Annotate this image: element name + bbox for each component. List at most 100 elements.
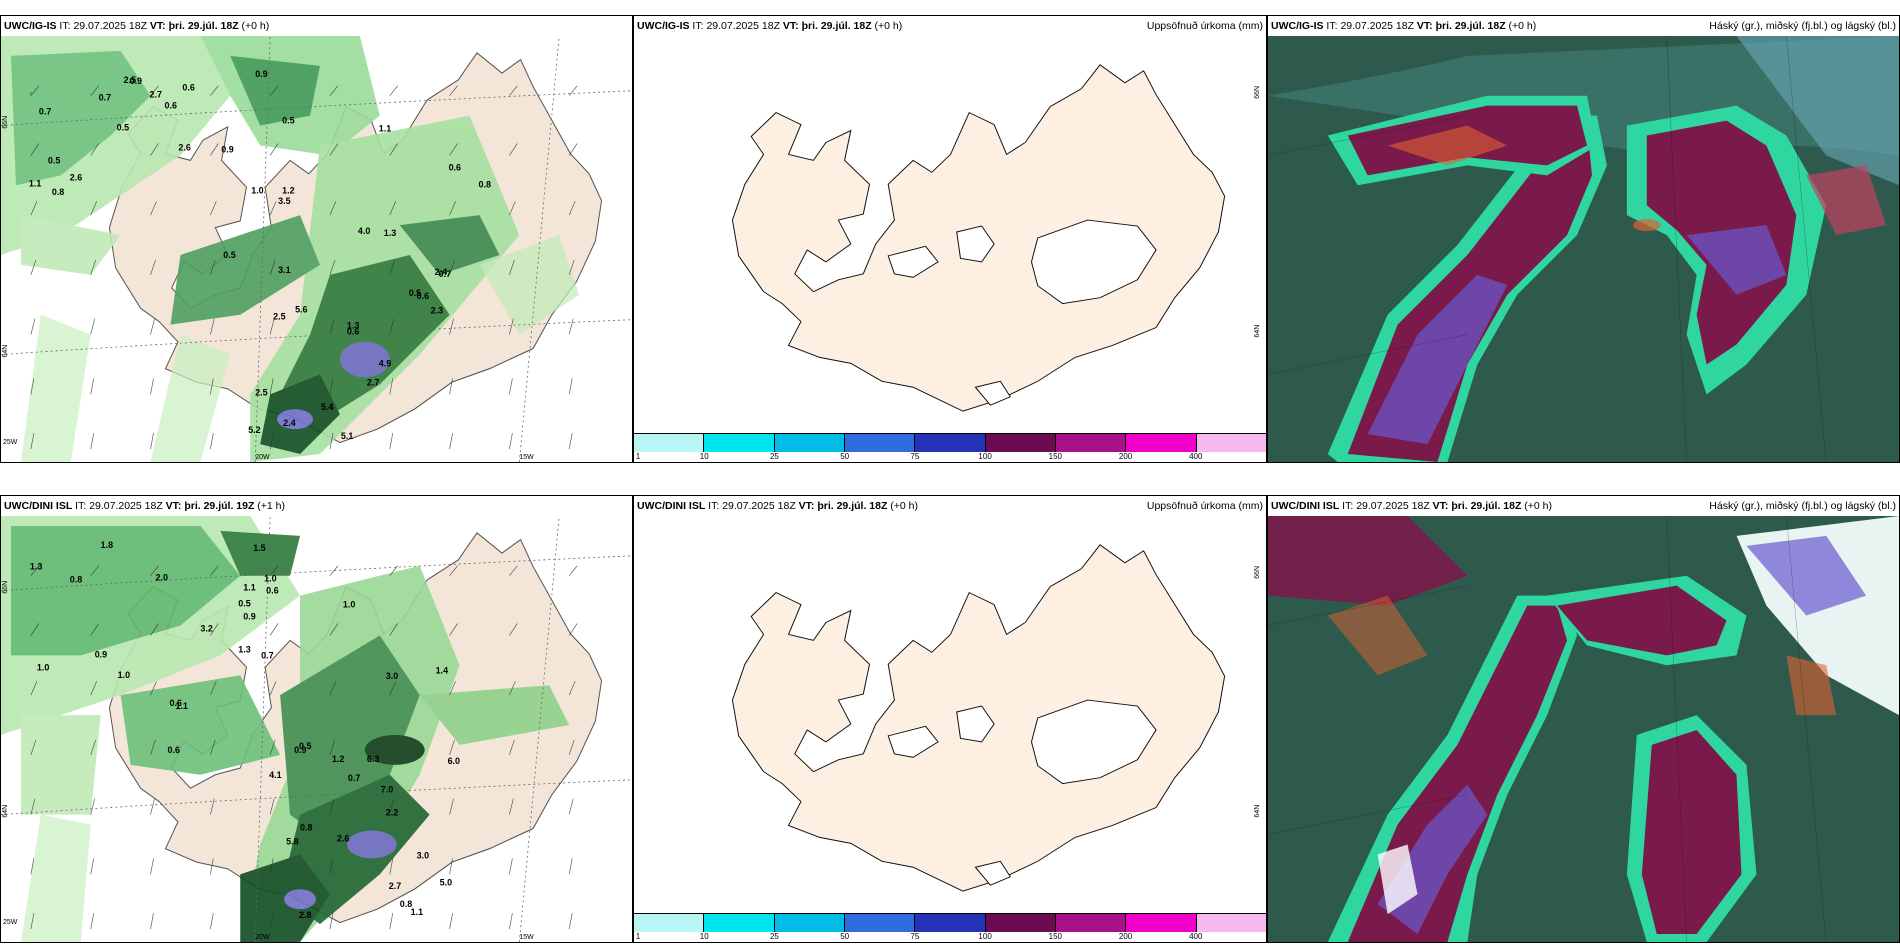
precip-value-labels: 1.3 1.0 0.7 2.0 1.0 1.8 1.1 0.9 1.5 0.8 0.6 1.3 0.5 1… bbox=[30, 540, 460, 920]
init-time: 29.07.2025 18Z bbox=[722, 500, 796, 512]
colorbar-tick-label: 75 bbox=[910, 452, 920, 461]
colorbar-segment bbox=[774, 434, 845, 452]
it-label: IT: bbox=[1326, 20, 1338, 32]
precip-value-label: 2.7 bbox=[389, 881, 401, 891]
panel-top-mid-accum-precip: UWC/IG-IS IT: 29.07.2025 18Z VT: þri. 29… bbox=[633, 15, 1267, 463]
precip-value-label: 1.8 bbox=[101, 540, 113, 550]
precip-value-label: 1.3 bbox=[238, 644, 250, 654]
precip-value-label: 6.3 bbox=[367, 754, 379, 764]
lon-label-20w: 20W bbox=[255, 934, 270, 941]
colorbar-tick-label: 1 bbox=[635, 932, 641, 941]
colorbar-tick-label: 10 bbox=[699, 932, 709, 941]
colorbar-tick-label: 25 bbox=[769, 932, 779, 941]
colorbar-tick-label: 1 bbox=[635, 452, 641, 461]
colorbar-segment bbox=[1196, 914, 1266, 932]
precip-value-label: 1.0 bbox=[37, 662, 49, 672]
precip-value-label: 0.7 bbox=[439, 269, 451, 279]
field-title: Uppsöfnuð úrkoma (mm) bbox=[1146, 20, 1263, 32]
precip-value-label: 1.2 bbox=[332, 754, 344, 764]
precip-value-label: 2.6 bbox=[70, 172, 82, 182]
precip-value-label: 3.1 bbox=[278, 265, 290, 275]
colorbar-ticks: 1 10 25 50 75 100 150 200 400 bbox=[634, 932, 1266, 942]
colorbar-tick-label: 400 bbox=[1189, 452, 1203, 461]
precip-value-label: 1.4 bbox=[436, 665, 448, 675]
precip-value-label: 5.8 bbox=[286, 836, 298, 846]
model-name: UWC/IG-IS bbox=[1271, 20, 1324, 32]
precip-value-label: 0.5 bbox=[48, 155, 60, 165]
cloud-cover-map bbox=[1268, 36, 1899, 462]
precip-value-label: 0.9 bbox=[95, 649, 107, 659]
precip-value-label: 1.2 bbox=[282, 185, 294, 195]
precip-value-label: 4.9 bbox=[379, 358, 391, 368]
colorbar-segment bbox=[915, 434, 986, 452]
precip-value-label: 0.5 bbox=[299, 741, 311, 751]
colorbar-segment bbox=[1196, 434, 1266, 452]
precip-value-label: 3.0 bbox=[386, 671, 398, 681]
precip-value-label: 2.3 bbox=[431, 306, 443, 316]
precip-value-label: 0.8 bbox=[300, 823, 312, 833]
precip-value-label: 1.5 bbox=[253, 543, 265, 553]
lat-label-64n: 64N bbox=[2, 805, 9, 818]
vt-label: VT: bbox=[798, 500, 815, 512]
colorbar-tick-label: 150 bbox=[1048, 932, 1063, 941]
panel-bot-left-precip-wind: UWC/DINI ISL IT: 29.07.2025 18Z VT: þri.… bbox=[0, 495, 633, 943]
panel-bot-mid-accum-precip: UWC/DINI ISL IT: 29.07.2025 18Z VT: þri.… bbox=[633, 495, 1267, 943]
colorbar-tick-label: 150 bbox=[1048, 452, 1063, 461]
precip-value-label: 5.2 bbox=[248, 425, 260, 435]
precip-value-label: 2.6 bbox=[337, 833, 349, 843]
precip-value-label: 5.1 bbox=[341, 431, 353, 441]
precip-value-label: 2.6 bbox=[178, 142, 190, 152]
precip-value-label: 0.8 bbox=[478, 179, 490, 189]
precip-value-label: 0.9 bbox=[255, 69, 267, 79]
vt-label: VT: bbox=[782, 20, 799, 32]
vt-label: VT: bbox=[1416, 20, 1433, 32]
colorbar-segment bbox=[844, 434, 916, 452]
colorbar-segment bbox=[844, 914, 916, 932]
precip-value-label: 0.7 bbox=[348, 773, 360, 783]
lat-label-66n: 66N bbox=[1254, 86, 1261, 99]
accum-precip-map: 66N 64N bbox=[634, 516, 1266, 914]
vt-label: VT: bbox=[1432, 500, 1449, 512]
precip-value-label: 2.7 bbox=[150, 90, 162, 100]
precip-value-label: 4.1 bbox=[269, 770, 281, 780]
precip-value-label: 0.8 bbox=[400, 899, 412, 909]
precip-value-label: 0.7 bbox=[39, 107, 51, 117]
accum-precip-map: 66N 64N bbox=[634, 36, 1266, 434]
precip-value-label: 0.6 bbox=[417, 291, 429, 301]
precip-colorbar bbox=[634, 433, 1266, 452]
precip-value-label: 1.3 bbox=[30, 562, 42, 572]
precip-value-label: 1.1 bbox=[411, 907, 423, 917]
precip-value-label: 0.7 bbox=[261, 650, 273, 660]
precip-value-label: 0.9 bbox=[130, 76, 142, 86]
colorbar-segment bbox=[634, 434, 705, 452]
lat-label-66n: 66N bbox=[1254, 566, 1261, 579]
lon-label-25w: 25W bbox=[3, 919, 18, 926]
colorbar-tick-label: 50 bbox=[840, 932, 850, 941]
precip-value-label: 0.9 bbox=[221, 144, 233, 154]
panel-bot-right-cloud-cover: UWC/DINI ISL IT: 29.07.2025 18Z VT: þri.… bbox=[1267, 495, 1900, 943]
valid-time: þri. 29.júl. 18Z bbox=[817, 500, 888, 512]
panel-header: UWC/DINI ISL IT: 29.07.2025 18Z VT: þri.… bbox=[634, 496, 1266, 516]
colorbar-segment bbox=[1055, 434, 1127, 452]
model-name: UWC/IG-IS bbox=[4, 20, 57, 32]
precip-value-label: 2.4 bbox=[283, 418, 295, 428]
init-time: 29.07.2025 18Z bbox=[1356, 500, 1430, 512]
colorbar-tick-label: 50 bbox=[840, 452, 850, 461]
precip-value-label: 1.0 bbox=[118, 670, 130, 680]
lead-time: (+0 h) bbox=[1508, 20, 1537, 32]
lead-time: (+0 h) bbox=[874, 20, 903, 32]
precip-value-label: 2.4 bbox=[435, 267, 447, 277]
precip-value-label: 2.5 bbox=[273, 312, 285, 322]
precip-value-label: 0.6 bbox=[167, 745, 179, 755]
valid-time: þri. 29.júl. 18Z bbox=[1435, 20, 1506, 32]
colorbar-segment bbox=[1126, 914, 1197, 932]
it-label: IT: bbox=[708, 500, 720, 512]
valid-time: þri. 29.júl. 18Z bbox=[801, 20, 872, 32]
precip-value-label: 2.0 bbox=[156, 573, 168, 583]
precip-value-label: 1.1 bbox=[243, 583, 255, 593]
panel-header: UWC/IG-IS IT: 29.07.2025 18Z VT: þri. 29… bbox=[1, 16, 632, 36]
colorbar-segment bbox=[1126, 434, 1197, 452]
lat-label-64n: 64N bbox=[1254, 805, 1261, 818]
colorbar-tick-label: 100 bbox=[978, 932, 992, 941]
precip-value-label: 0.6 bbox=[347, 327, 359, 337]
